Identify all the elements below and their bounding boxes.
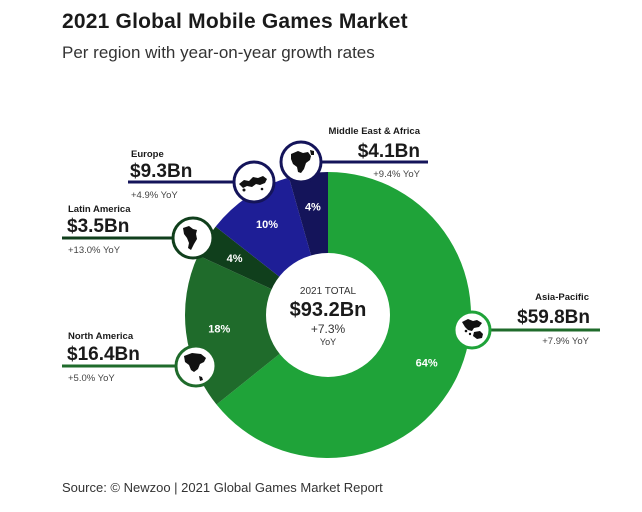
region-yoy: +13.0% YoY bbox=[68, 245, 121, 256]
region-value: $59.8Bn bbox=[517, 307, 590, 328]
region-value: $16.4Bn bbox=[67, 344, 140, 365]
region-name: Asia-Pacific bbox=[535, 292, 589, 303]
region-label-europe: Europe $9.3Bn +4.9% YoY bbox=[130, 149, 192, 201]
region-value: $9.3Bn bbox=[130, 161, 192, 182]
region-yoy: +4.9% YoY bbox=[131, 190, 178, 201]
slice-percent-middle-east-africa: 4% bbox=[305, 202, 321, 214]
total-value: $93.2Bn bbox=[290, 299, 367, 321]
region-yoy: +9.4% YoY bbox=[373, 169, 420, 180]
source-note: Source: © Newzoo | 2021 Global Games Mar… bbox=[62, 480, 383, 495]
slice-percent-latin-america: 4% bbox=[227, 253, 243, 265]
region-name: Middle East & Africa bbox=[328, 126, 420, 137]
region-value: $4.1Bn bbox=[358, 141, 420, 162]
region-label-asia-pacific: Asia-Pacific $59.8Bn +7.9% YoY bbox=[517, 292, 590, 347]
total-label: 2021 TOTAL bbox=[300, 286, 357, 297]
region-label-north-america: North America $16.4Bn +5.0% YoY bbox=[67, 331, 140, 384]
north-america-map-icon bbox=[176, 346, 216, 386]
region-name: Latin America bbox=[68, 204, 131, 215]
region-yoy: +7.9% YoY bbox=[542, 336, 589, 347]
south-america-map-icon bbox=[173, 218, 213, 258]
region-yoy: +5.0% YoY bbox=[68, 373, 115, 384]
total-growth-unit: YoY bbox=[320, 337, 336, 347]
total-growth: +7.3% bbox=[311, 322, 346, 336]
region-label-middle-east-africa: Middle East & Africa $4.1Bn +9.4% YoY bbox=[328, 126, 420, 180]
asia-pacific-map-icon bbox=[454, 312, 490, 348]
africa-map-icon bbox=[281, 142, 321, 182]
donut-chart: 64% 18% 4% 10% 4% 2021 TOTAL $93.2Bn +7.3% Y… bbox=[0, 0, 642, 512]
slice-percent-europe: 10% bbox=[256, 219, 278, 231]
europe-map-icon bbox=[234, 162, 274, 202]
slice-percent-north-america: 18% bbox=[208, 324, 230, 336]
region-name: Europe bbox=[131, 149, 164, 160]
region-value: $3.5Bn bbox=[67, 216, 129, 237]
region-label-latin-america: Latin America $3.5Bn +13.0% YoY bbox=[67, 204, 131, 256]
region-name: North America bbox=[68, 331, 134, 342]
slice-percent-asia-pacific: 64% bbox=[416, 357, 438, 369]
